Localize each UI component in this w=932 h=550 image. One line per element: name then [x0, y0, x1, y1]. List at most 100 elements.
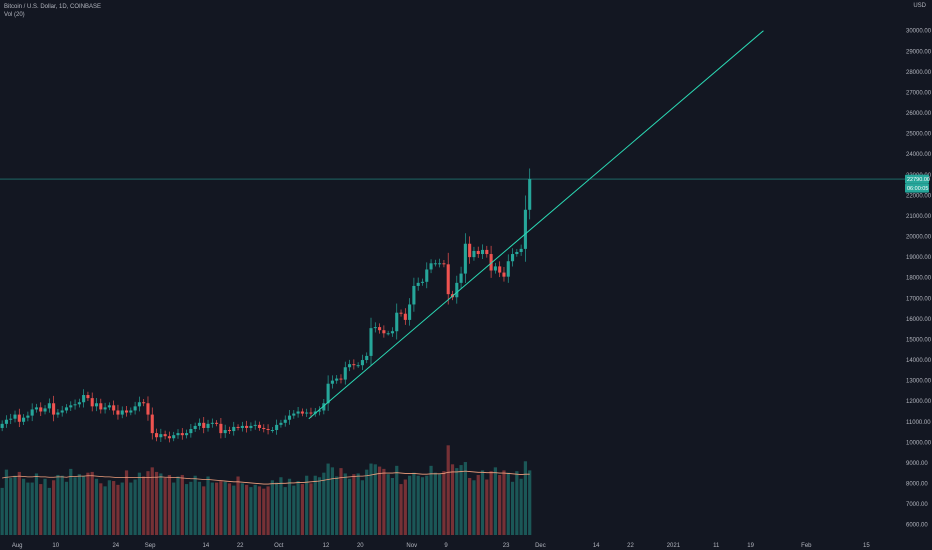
countdown-label: 06:00:05: [907, 186, 928, 192]
candle-body: [373, 327, 377, 329]
candle-body: [459, 273, 463, 283]
price-tick-label: 22000.00: [906, 193, 932, 199]
price-tick-label: 19000.00: [906, 255, 932, 261]
candle-body: [403, 313, 407, 320]
volume-bar: [60, 475, 64, 535]
candle-body: [296, 411, 300, 414]
volume-bar: [116, 484, 120, 535]
volume-ma-line: [2, 470, 530, 485]
candle-body: [523, 209, 527, 249]
volume-bar: [21, 478, 26, 535]
volume-bar: [142, 476, 146, 535]
candle-body: [223, 430, 227, 434]
volume-bar: [365, 469, 369, 535]
candle-body: [335, 378, 339, 381]
volume-bar: [442, 471, 446, 535]
candle-body: [266, 428, 270, 431]
candle-body: [34, 407, 39, 410]
candle-body: [245, 425, 249, 428]
candle-body: [262, 427, 266, 429]
time-axis[interactable]: Aug 10 24 Sep 14 22 Oct 12 20 Nov 9 23 Dec 14 22 2021 11…: [12, 543, 871, 549]
candle-body: [506, 261, 510, 277]
price-tick-label: 17000.00: [906, 296, 932, 302]
candle-body: [142, 402, 146, 404]
volume-bar: [356, 473, 360, 535]
volume-bar: [99, 483, 103, 535]
volume-bar: [506, 472, 510, 535]
volume-bar: [395, 465, 399, 535]
candle-body: [438, 263, 442, 265]
volume-bar: [347, 478, 352, 535]
volume-bar: [279, 477, 283, 535]
candle-body: [317, 410, 322, 412]
candle-body: [416, 282, 420, 286]
volume-bar: [369, 463, 373, 535]
candle-body: [498, 266, 502, 273]
candle-body: [399, 312, 403, 314]
volume-bar: [305, 475, 309, 535]
candle-body: [99, 403, 103, 410]
candle-body: [163, 434, 167, 437]
candle-body: [189, 428, 193, 434]
countdown-badge: [905, 183, 929, 193]
price-tick-label: 11000.00: [906, 420, 931, 426]
candle-body: [502, 272, 506, 277]
volume-bar: [300, 484, 304, 535]
volume-indicator-label[interactable]: Vol (20): [4, 12, 25, 18]
volume-bar: [459, 465, 463, 535]
candle-body: [133, 406, 137, 411]
price-tick-label: 6000.00: [906, 523, 928, 529]
volume-bar: [180, 474, 184, 535]
drawings[interactable]: [0, 30, 905, 420]
volume-bar: [64, 481, 69, 535]
volume-bar: [17, 471, 21, 535]
candle-body: [485, 249, 489, 255]
candle-body: [82, 395, 86, 403]
volume-bar: [253, 484, 257, 535]
currency-label[interactable]: USD: [913, 3, 926, 9]
time-tick-label: 11: [713, 543, 720, 549]
volume-bar: [52, 480, 56, 535]
price-tick-label: 30000.00: [906, 29, 932, 35]
candle-body: [73, 404, 77, 406]
volume-bar: [386, 474, 390, 535]
volume-bar: [275, 482, 279, 535]
volume-bar: [159, 473, 163, 535]
candle-body: [146, 403, 150, 415]
volume-bar: [219, 481, 223, 535]
volume-bar: [90, 471, 94, 535]
candle-body: [515, 251, 519, 255]
price-tick-label: 7000.00: [906, 502, 928, 508]
volume-bar: [4, 469, 9, 535]
symbol-title[interactable]: Bitcoin / U.S. Dollar, 1D, COINBASE: [4, 4, 102, 10]
volume-bar: [34, 473, 39, 535]
time-tick-label: 15: [863, 543, 870, 549]
candle-body: [360, 360, 364, 366]
time-tick-label: 14: [203, 543, 210, 549]
volume-bars: [0, 445, 532, 535]
time-tick-label: Sep: [145, 543, 156, 549]
candle-body: [476, 250, 480, 255]
candle-body: [365, 355, 369, 361]
volume-bar: [227, 483, 232, 535]
volume-bar: [313, 475, 317, 535]
volume-bar: [245, 484, 249, 535]
candle-body: [472, 250, 476, 258]
price-tick-label: 27000.00: [906, 90, 932, 96]
candle-body: [4, 419, 8, 424]
volume-bar: [210, 482, 214, 535]
candle-body: [172, 435, 176, 439]
volume-bar: [26, 482, 30, 535]
candle-body: [206, 423, 210, 428]
price-axis[interactable]: 6000.00 7000.00 8000.00 9000.00 10000.00 1100…: [905, 29, 932, 529]
price-tick-label: 14000.00: [906, 358, 932, 364]
trendline[interactable]: [308, 30, 764, 420]
time-tick-label: 23: [503, 543, 510, 549]
candle-body: [433, 263, 437, 265]
volume-bar: [103, 486, 107, 535]
candle-body: [215, 422, 219, 424]
volume-bar: [73, 477, 77, 535]
volume-bar: [257, 486, 262, 535]
